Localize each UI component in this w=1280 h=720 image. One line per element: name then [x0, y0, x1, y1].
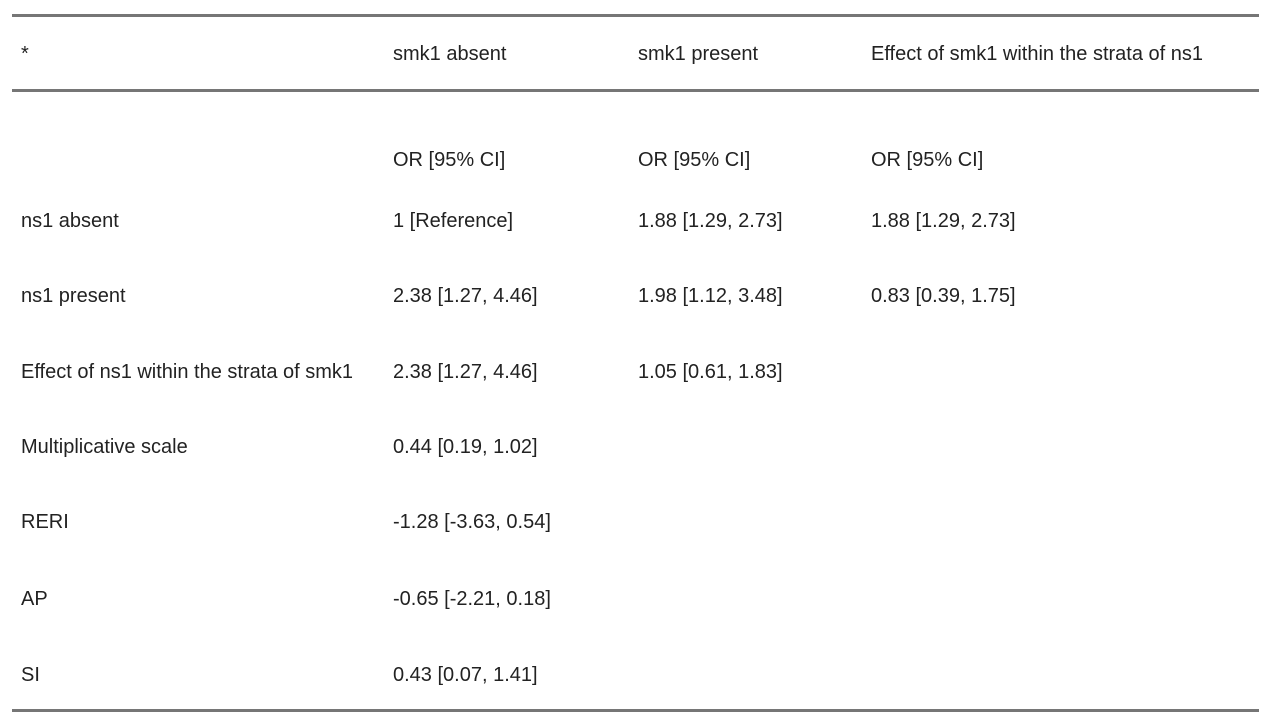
subheader-cell: OR [95% CI]	[638, 149, 751, 171]
row-label: Effect of ns1 within the strata of smk1	[21, 361, 354, 383]
table-cell: 1.88 [1.29, 2.73]	[871, 210, 1016, 232]
subheader-cell: OR [95% CI]	[871, 149, 984, 171]
row-label: Multiplicative scale	[21, 436, 188, 458]
table-cell: 1 [Reference]	[393, 210, 514, 232]
row-label: SI	[21, 664, 40, 686]
table-cell: 2.38 [1.27, 4.46]	[393, 285, 538, 307]
row-label: AP	[21, 588, 48, 610]
subheader-cell: OR [95% CI]	[393, 149, 506, 171]
row-label: RERI	[21, 511, 69, 533]
row-label: ns1 present	[21, 285, 126, 307]
top-rule	[12, 14, 1259, 17]
header-cell: smk1 present	[638, 43, 759, 65]
table-cell: -0.65 [-2.21, 0.18]	[393, 588, 551, 610]
table-cell: 0.43 [0.07, 1.41]	[393, 664, 538, 686]
header-rule	[12, 89, 1259, 92]
table-cell: 2.38 [1.27, 4.46]	[393, 361, 538, 383]
header-cell: *	[21, 43, 29, 65]
table-cell: 0.44 [0.19, 1.02]	[393, 436, 538, 458]
table-cell: 1.05 [0.61, 1.83]	[638, 361, 783, 383]
header-cell: Effect of smk1 within the strata of ns1	[871, 43, 1204, 65]
bottom-rule	[12, 709, 1259, 712]
header-cell: smk1 absent	[393, 43, 507, 65]
row-label: ns1 absent	[21, 210, 119, 232]
table-cell: 0.83 [0.39, 1.75]	[871, 285, 1016, 307]
table-cell: 1.88 [1.29, 2.73]	[638, 210, 783, 232]
table-cell: -1.28 [-3.63, 0.54]	[393, 511, 551, 533]
table-cell: 1.98 [1.12, 3.48]	[638, 285, 783, 307]
